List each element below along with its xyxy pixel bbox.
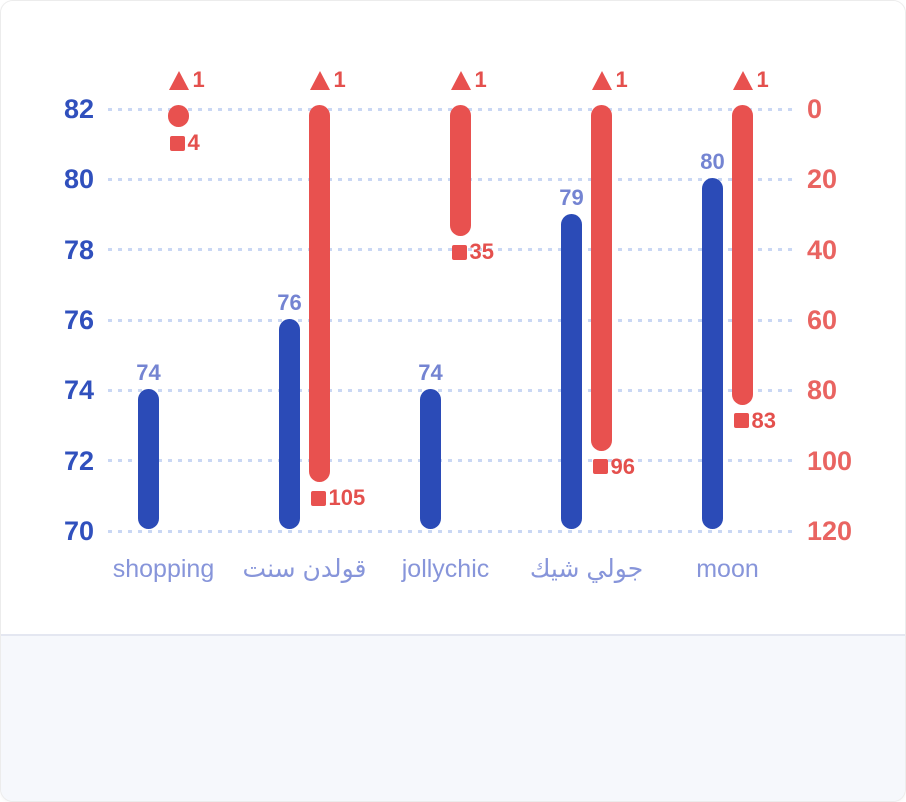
gridline <box>108 459 798 463</box>
ranks-after-value-label: 1 <box>756 67 769 92</box>
right-axis-tick: 40 <box>807 234 838 265</box>
ranks-before-bar[interactable] <box>732 105 753 405</box>
gridline <box>108 529 798 533</box>
left-axis-tick: 70 <box>63 516 94 546</box>
ranks-after-value-label: 1 <box>192 67 205 92</box>
category-label: shopping <box>112 555 215 583</box>
ranks-before-marker-icon[interactable] <box>451 244 467 260</box>
left-axis-tick: 82 <box>63 94 94 124</box>
ranks-before-value-label: 105 <box>328 485 366 511</box>
search-index-bar[interactable] <box>279 319 300 529</box>
category-label: jollychic <box>401 555 490 583</box>
ranks-before-marker-icon[interactable] <box>310 490 326 506</box>
ranks-before-value-label: 96 <box>610 453 635 479</box>
search-index-value-label: 74 <box>136 360 161 386</box>
left-axis-tick: 74 <box>63 375 94 406</box>
left-axis-tick: 72 <box>63 445 94 476</box>
left-axis-tick: 76 <box>63 305 94 335</box>
ranks-before-bar[interactable] <box>309 105 330 483</box>
category-label: جولي شيك <box>529 555 644 583</box>
ranks-before-marker-icon[interactable] <box>733 413 749 429</box>
search-index-value-label: 76 <box>277 290 302 315</box>
right-axis-tick: 120 <box>807 516 853 546</box>
search-index-value-label: 79 <box>559 184 584 210</box>
ranks-after-triangle-icon[interactable] <box>450 71 471 90</box>
ranks-after-triangle-icon[interactable] <box>591 71 612 90</box>
ranks-before-bar[interactable] <box>450 105 471 237</box>
ranks-before-bar[interactable] <box>168 105 189 128</box>
ranks-after-value-label: 1 <box>474 67 487 92</box>
gridline <box>108 388 798 392</box>
search-index-bar[interactable] <box>702 178 723 529</box>
ranks-before-marker-icon[interactable] <box>592 459 608 475</box>
ranks-after-triangle-icon[interactable] <box>309 71 330 90</box>
right-axis-tick: 80 <box>807 375 838 406</box>
ranks-before-marker-icon[interactable] <box>169 135 185 151</box>
search-index-bar[interactable] <box>561 213 582 529</box>
search-index-value-label: 80 <box>700 149 725 175</box>
right-axis-tick: 20 <box>807 164 838 195</box>
ranks-before-value-label: 35 <box>469 239 494 265</box>
dual-axis-bar-chart: 82 80 78 76 74 72 70 0 20 40 60 80 100 120 shopping 74 4… <box>1 1 905 634</box>
gridline <box>108 318 798 322</box>
ranks-before-value-label: 4 <box>187 130 200 156</box>
ranks-before-bar[interactable] <box>591 105 612 451</box>
search-index-value-label: 74 <box>418 360 443 386</box>
ranks-after-value-label: 1 <box>333 67 346 92</box>
search-index-bar[interactable] <box>138 389 159 529</box>
search-index-bar[interactable] <box>420 389 441 529</box>
left-axis-tick: 80 <box>63 164 94 195</box>
right-axis-tick: 0 <box>807 94 823 124</box>
category-label: moon <box>696 555 759 583</box>
right-axis-tick: 60 <box>807 305 838 335</box>
ranks-after-value-label: 1 <box>615 67 628 92</box>
ranks-after-triangle-icon[interactable] <box>732 71 753 90</box>
right-axis-tick: 100 <box>807 445 853 476</box>
chart-legend: Search Index Ranks before optimization R… <box>1 634 905 801</box>
category-label: قولدن سنت <box>242 555 367 583</box>
ranks-before-value-label: 83 <box>751 407 776 433</box>
left-axis-tick: 78 <box>63 234 94 265</box>
ranks-after-triangle-icon[interactable] <box>168 71 189 90</box>
